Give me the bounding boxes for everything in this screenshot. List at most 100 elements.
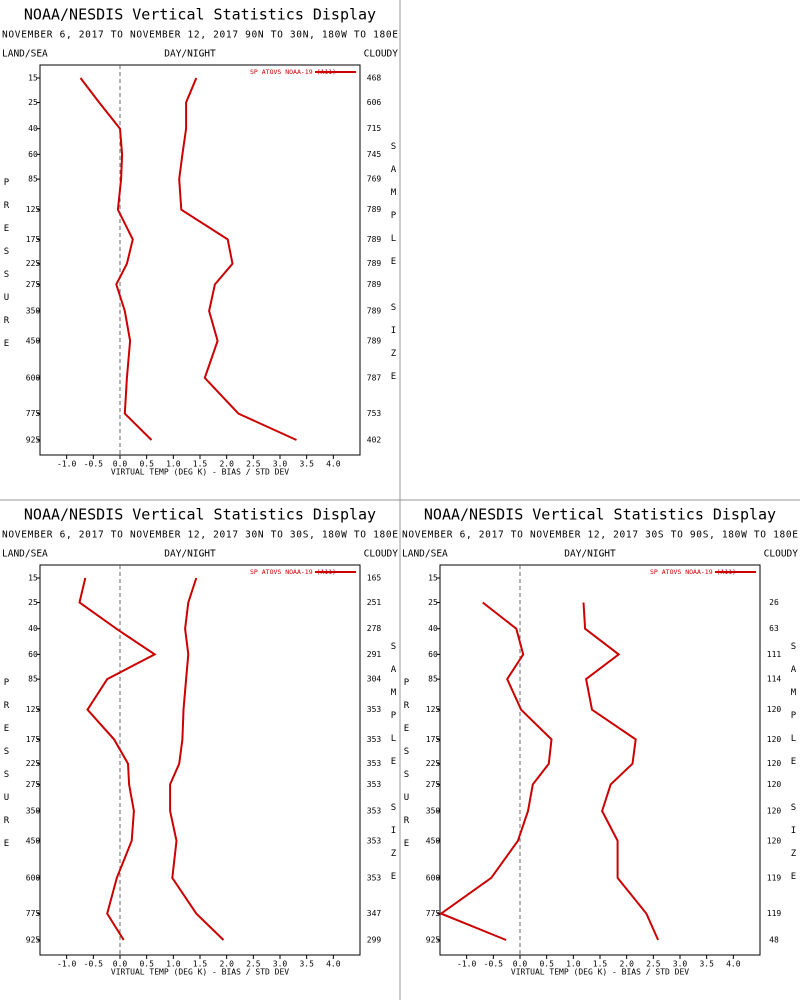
y-tick-label: 450 bbox=[26, 336, 41, 345]
x-tick-label: 2.0 bbox=[219, 960, 234, 969]
x-axis-label: VIRTUAL TEMP (DEG K) - BIAS / STD DEV bbox=[511, 968, 689, 977]
sample-size-label: 26 bbox=[769, 598, 779, 607]
left-label: LAND/SEA bbox=[2, 49, 48, 60]
y-tick-label: 15 bbox=[428, 574, 438, 583]
sample-size-label: 787 bbox=[367, 373, 382, 382]
right-label: CLOUDY bbox=[364, 549, 399, 560]
y-tick-label: 40 bbox=[28, 124, 38, 133]
panel-title: NOAA/NESDIS Vertical Statistics Display bbox=[424, 506, 776, 524]
x-tick-label: -0.5 bbox=[84, 960, 103, 969]
sample-size-label: 353 bbox=[367, 759, 382, 768]
sample-size-label: 48 bbox=[769, 936, 779, 945]
sample-size-label: 353 bbox=[367, 806, 382, 815]
y-tick-label: 175 bbox=[26, 735, 41, 744]
sample-size-label: 789 bbox=[367, 336, 382, 345]
y-tick-label: 25 bbox=[28, 98, 38, 107]
sample-size-label: 119 bbox=[767, 873, 782, 882]
right-label: CLOUDY bbox=[764, 549, 799, 560]
center-label: DAY/NIGHT bbox=[164, 549, 216, 560]
sample-size-label: 353 bbox=[367, 780, 382, 789]
y-tick-label: 275 bbox=[26, 780, 41, 789]
y-tick-label: 600 bbox=[26, 373, 41, 382]
y-tick-label: 450 bbox=[426, 836, 441, 845]
sample-size-label: 63 bbox=[769, 624, 779, 633]
sample-size-label: 753 bbox=[367, 409, 382, 418]
sample-size-label: 291 bbox=[367, 650, 382, 659]
sample-size-label: 769 bbox=[367, 175, 382, 184]
y-tick-label: 125 bbox=[26, 705, 41, 714]
sample-size-label: 304 bbox=[367, 675, 382, 684]
x-tick-label: 1.5 bbox=[193, 460, 208, 469]
center-label: DAY/NIGHT bbox=[564, 549, 616, 560]
sample-size-label: 468 bbox=[367, 74, 382, 83]
series-line bbox=[582, 602, 660, 941]
y-tick-label: 60 bbox=[428, 650, 438, 659]
y-tick-label: 125 bbox=[426, 705, 441, 714]
y-tick-label: 225 bbox=[26, 259, 41, 268]
sample-size-label: 120 bbox=[767, 780, 782, 789]
x-tick-label: 0.5 bbox=[139, 960, 154, 969]
x-tick-label: 3.5 bbox=[699, 960, 714, 969]
x-tick-label: 4.0 bbox=[326, 460, 341, 469]
x-tick-label: 4.0 bbox=[726, 960, 741, 969]
y-tick-label: 125 bbox=[26, 205, 41, 214]
x-tick-label: 3.5 bbox=[299, 460, 314, 469]
left-label: LAND/SEA bbox=[402, 549, 448, 560]
x-tick-label: 2.5 bbox=[646, 960, 661, 969]
x-tick-label: 3.0 bbox=[273, 960, 288, 969]
y-tick-label: 925 bbox=[26, 436, 41, 445]
left-label: LAND/SEA bbox=[2, 549, 48, 560]
sample-size-label: 402 bbox=[367, 436, 382, 445]
y-tick-label: 225 bbox=[26, 759, 41, 768]
y-tick-label: 925 bbox=[26, 936, 41, 945]
series-line bbox=[439, 601, 553, 941]
x-tick-label: 2.0 bbox=[619, 960, 634, 969]
y-tick-label: 350 bbox=[26, 806, 41, 815]
y-tick-label: 15 bbox=[28, 74, 38, 83]
x-tick-label: 2.5 bbox=[246, 460, 261, 469]
sample-size-label: 353 bbox=[367, 705, 382, 714]
panel-title: NOAA/NESDIS Vertical Statistics Display bbox=[24, 506, 376, 524]
panel: NOAA/NESDIS Vertical Statistics Display N… bbox=[402, 506, 799, 977]
y-tick-label: 40 bbox=[28, 624, 38, 633]
sample-size-label: 278 bbox=[367, 624, 382, 633]
sample-size-label: 114 bbox=[767, 675, 782, 684]
sample-size-label: 715 bbox=[367, 124, 382, 133]
sample-size-label: 251 bbox=[367, 598, 382, 607]
y-tick-label: 775 bbox=[26, 909, 41, 918]
y-tick-label: 85 bbox=[428, 675, 438, 684]
panel: NOAA/NESDIS Vertical Statistics Display N… bbox=[2, 6, 399, 477]
panel-subtitle: NOVEMBER 6, 2017 TO NOVEMBER 12, 2017 30… bbox=[402, 530, 798, 541]
sample-size-label: 119 bbox=[767, 909, 782, 918]
x-tick-label: 0.0 bbox=[513, 960, 528, 969]
y-tick-label: 60 bbox=[28, 650, 38, 659]
sample-size-label: 789 bbox=[367, 205, 382, 214]
x-tick-label: -1.0 bbox=[57, 960, 76, 969]
x-tick-label: -0.5 bbox=[484, 960, 503, 969]
sample-size-label: 353 bbox=[367, 836, 382, 845]
y-tick-label: 225 bbox=[426, 759, 441, 768]
sample-size-label: 353 bbox=[367, 873, 382, 882]
x-tick-label: 1.0 bbox=[566, 960, 581, 969]
x-tick-label: 0.5 bbox=[139, 460, 154, 469]
plot-frame bbox=[439, 564, 761, 956]
sample-size-label: 120 bbox=[767, 705, 782, 714]
panel: NOAA/NESDIS Vertical Statistics Display N… bbox=[2, 506, 399, 977]
x-tick-label: 3.0 bbox=[673, 960, 688, 969]
sample-size-label: 299 bbox=[367, 936, 382, 945]
x-tick-label: 1.0 bbox=[166, 960, 181, 969]
sample-size-label: 745 bbox=[367, 150, 382, 159]
y-tick-label: 40 bbox=[428, 624, 438, 633]
sample-size-label: 789 bbox=[367, 280, 382, 289]
x-tick-label: 4.0 bbox=[326, 960, 341, 969]
x-tick-label: 2.5 bbox=[246, 960, 261, 969]
y-tick-label: 60 bbox=[28, 150, 38, 159]
panel-subtitle: NOVEMBER 6, 2017 TO NOVEMBER 12, 2017 30… bbox=[2, 530, 398, 541]
x-tick-label: -0.5 bbox=[84, 460, 103, 469]
y2-axis-label: SAMPLE SIZE bbox=[789, 642, 799, 895]
y-tick-label: 600 bbox=[426, 873, 441, 882]
plot-frame bbox=[39, 64, 361, 456]
series-line bbox=[178, 77, 297, 441]
x-tick-label: 0.0 bbox=[113, 460, 128, 469]
